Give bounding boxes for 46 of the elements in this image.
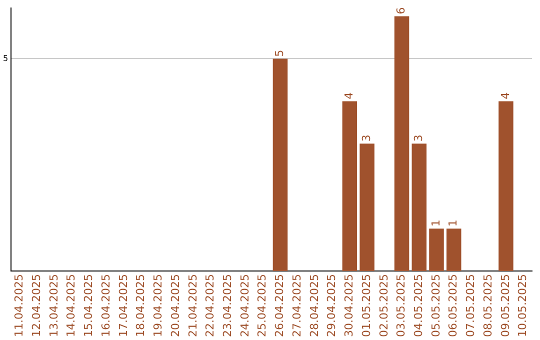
x-tick-label: 09.05.2025 — [498, 274, 512, 338]
x-tick-label: 08.05.2025 — [481, 274, 494, 338]
bar — [429, 228, 444, 272]
data-label: 3 — [360, 134, 373, 142]
x-tick-label: 21.04.2025 — [186, 274, 200, 338]
bar — [272, 58, 288, 272]
x-tick-label: 22.04.2025 — [204, 274, 217, 338]
x-tick-label: 05.05.2025 — [429, 274, 442, 338]
x-tick-label: 13.04.2025 — [47, 274, 60, 338]
data-label: 3 — [412, 134, 425, 142]
x-tick-label: 02.05.2025 — [377, 274, 390, 338]
x-tick-label: 07.05.2025 — [464, 274, 478, 338]
x-tick-label: 30.04.2025 — [342, 274, 356, 338]
bar — [394, 16, 410, 272]
x-tick-label: 25.04.2025 — [256, 274, 269, 338]
x-tick-label: 12.04.2025 — [30, 274, 43, 338]
x-tick-label: 16.04.2025 — [99, 274, 112, 338]
data-label: 4 — [342, 92, 356, 100]
data-label: 5 — [273, 50, 286, 57]
x-tick-label: 20.04.2025 — [168, 274, 182, 338]
x-tick-label: 01.05.2025 — [360, 274, 373, 338]
x-tick-label: 27.04.2025 — [290, 274, 304, 338]
bar — [342, 101, 358, 272]
x-tick-label: 04.05.2025 — [412, 274, 425, 338]
x-tick-label: 06.05.2025 — [446, 274, 460, 338]
bar — [498, 101, 514, 272]
data-label: 1 — [446, 220, 460, 227]
x-tick-label: 15.04.2025 — [82, 274, 96, 338]
bar — [446, 228, 462, 272]
bar — [360, 144, 374, 272]
x-tick-label: 17.04.2025 — [116, 274, 130, 338]
x-tick-label: 14.04.2025 — [64, 274, 78, 338]
x-tick-label: 23.04.2025 — [220, 274, 234, 338]
x-tick-label: 19.04.2025 — [152, 274, 165, 338]
x-tick-label: 11.04.2025 — [12, 274, 26, 338]
x-tick-label: 24.04.2025 — [238, 274, 252, 338]
x-tick-label: 28.04.2025 — [308, 274, 321, 338]
bar — [412, 144, 427, 272]
x-tick-label: 03.05.2025 — [394, 274, 408, 338]
data-label: 1 — [429, 220, 442, 227]
x-tick-label: 18.04.2025 — [134, 274, 148, 338]
x-tick-label: 29.04.2025 — [325, 274, 338, 338]
data-label: 4 — [498, 92, 512, 100]
x-tick-label: 10.05.2025 — [516, 274, 530, 338]
data-label: 6 — [394, 7, 408, 14]
x-tick-label: 26.04.2025 — [273, 274, 286, 338]
